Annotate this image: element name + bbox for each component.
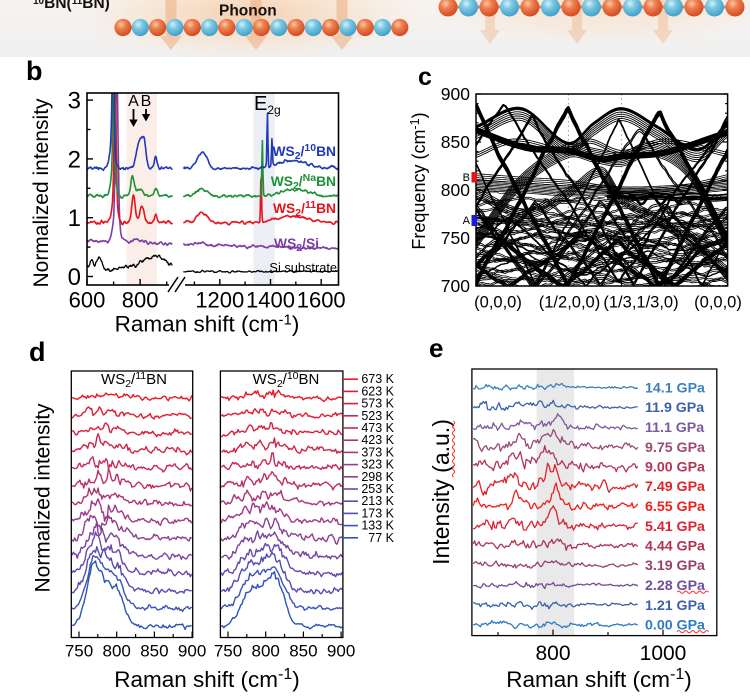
svg-text:4.44 GPa: 4.44 GPa	[645, 539, 705, 555]
svg-text:0.00 GPa: 0.00 GPa	[645, 618, 705, 634]
svg-text:800: 800	[535, 642, 570, 665]
svg-text:B: B	[463, 172, 470, 184]
svg-text:Normalized intensity: Normalized intensity	[32, 403, 55, 593]
svg-text:800: 800	[441, 180, 470, 200]
svg-text:850: 850	[140, 642, 168, 661]
svg-text:(0,0,0): (0,0,0)	[474, 294, 522, 312]
svg-text:(1/3,1/3,0): (1/3,1/3,0)	[603, 294, 678, 312]
svg-text:WS2/10BN: WS2/10BN	[272, 142, 336, 162]
svg-text:623 K: 623 K	[361, 384, 394, 398]
svg-text:0: 0	[68, 264, 81, 291]
svg-text:173 K: 173 K	[361, 506, 394, 520]
svg-text:WS2/11BN: WS2/11BN	[101, 370, 167, 390]
svg-text:850: 850	[289, 642, 317, 661]
svg-text:B: B	[141, 93, 152, 110]
svg-text:2.28 GPa: 2.28 GPa	[645, 578, 705, 594]
svg-text:77 K: 77 K	[368, 531, 394, 545]
svg-text:600: 600	[69, 288, 106, 313]
svg-text:Raman shift (cm-1): Raman shift (cm-1)	[115, 312, 300, 337]
svg-text:3: 3	[68, 88, 81, 115]
svg-text:750: 750	[65, 642, 93, 661]
svg-text:9.00 GPa: 9.00 GPa	[645, 460, 705, 476]
svg-text:Raman shift (cm-1): Raman shift (cm-1)	[114, 666, 300, 692]
svg-text:1600: 1600	[297, 288, 346, 313]
svg-text:10BN(11BN): 10BN(11BN)	[33, 0, 110, 12]
svg-text:700: 700	[441, 276, 470, 296]
svg-text:423 K: 423 K	[361, 433, 394, 447]
svg-text:213 K: 213 K	[361, 494, 394, 508]
svg-text:Intensity (a.u.): Intensity (a.u.)	[428, 419, 454, 565]
svg-text:Frequency (cm-1): Frequency (cm-1)	[408, 112, 429, 249]
svg-text:Phonon: Phonon	[219, 3, 277, 20]
svg-text:A: A	[128, 93, 139, 110]
svg-text:800: 800	[252, 642, 280, 661]
svg-text:(1/2,0,0): (1/2,0,0)	[539, 294, 600, 312]
svg-text:673 K: 673 K	[361, 372, 394, 386]
svg-text:b: b	[26, 56, 43, 86]
svg-text:750: 750	[441, 228, 470, 248]
svg-text:800: 800	[122, 288, 159, 313]
svg-text:7.49 GPa: 7.49 GPa	[645, 479, 705, 495]
svg-text:Si substrate: Si substrate	[269, 260, 337, 275]
svg-text:1000: 1000	[640, 642, 687, 665]
svg-text:d: d	[29, 337, 46, 367]
svg-text:298 K: 298 K	[361, 470, 394, 484]
svg-text:850: 850	[441, 132, 470, 152]
svg-text:473 K: 473 K	[361, 421, 394, 435]
svg-text:WS2/11BN: WS2/11BN	[273, 199, 336, 219]
svg-text:900: 900	[178, 642, 206, 661]
svg-text:11.1 GPa: 11.1 GPa	[645, 420, 704, 436]
svg-text:900: 900	[441, 84, 470, 104]
svg-text:14.1 GPa: 14.1 GPa	[645, 381, 705, 397]
svg-text:3.19 GPa: 3.19 GPa	[645, 558, 705, 574]
svg-text:1200: 1200	[195, 288, 244, 313]
svg-text:c: c	[418, 63, 432, 91]
svg-text:1: 1	[68, 205, 81, 232]
svg-text:323 K: 323 K	[361, 458, 394, 472]
svg-text:WS2/NaBN: WS2/NaBN	[271, 172, 336, 192]
svg-text:900: 900	[327, 642, 355, 661]
svg-text:A: A	[463, 215, 471, 227]
svg-text:1400: 1400	[246, 288, 295, 313]
svg-text:1.21 GPa: 1.21 GPa	[645, 598, 705, 614]
svg-text:WS2/10BN: WS2/10BN	[253, 370, 320, 390]
svg-text:9.75 GPa: 9.75 GPa	[645, 440, 705, 456]
svg-text:(0,0,0): (0,0,0)	[694, 294, 742, 312]
svg-text:523 K: 523 K	[361, 409, 394, 423]
svg-text:373 K: 373 K	[361, 445, 394, 459]
svg-text:2: 2	[68, 146, 81, 173]
svg-text:Raman shift (cm-1): Raman shift (cm-1)	[506, 666, 692, 692]
svg-text:750: 750	[214, 642, 242, 661]
svg-text:11.9 GPa: 11.9 GPa	[645, 400, 704, 416]
svg-text:WS2/Si: WS2/Si	[274, 236, 319, 254]
svg-text:573 K: 573 K	[361, 397, 394, 411]
svg-text:6.55 GPa: 6.55 GPa	[645, 499, 705, 515]
svg-text:5.41 GPa: 5.41 GPa	[645, 519, 705, 535]
svg-text:800: 800	[103, 642, 131, 661]
svg-text:Normalized intensity: Normalized intensity	[30, 98, 53, 288]
svg-text:253 K: 253 K	[361, 482, 394, 496]
svg-text:e: e	[429, 333, 443, 363]
svg-text:133 K: 133 K	[361, 519, 394, 533]
